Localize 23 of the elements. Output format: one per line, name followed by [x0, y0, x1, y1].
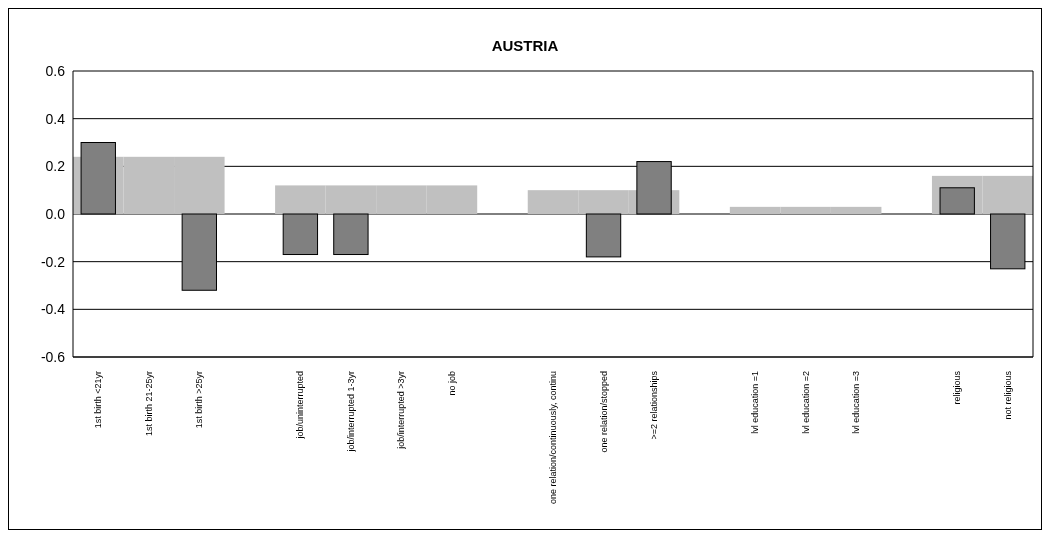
chart-title: AUSTRIA: [490, 37, 560, 54]
x-tick-label: job/uninterrupted: [295, 371, 306, 440]
x-tick-label: lvl education =3: [851, 371, 862, 434]
y-tick-label: 0.6: [45, 62, 66, 79]
x-tick-label: lvl education =2: [800, 371, 811, 434]
x-tick-label: no job: [446, 371, 457, 396]
x-tick-label: job/interrupted 1-3yr: [345, 371, 356, 453]
y-tick-label: 0.2: [45, 158, 66, 175]
x-tick-label: 1st birth 21-25yr: [143, 371, 154, 437]
x-tick-label: 1st birth >25yr: [194, 371, 205, 429]
x-tick-label: not religious: [1002, 370, 1013, 420]
x-tick-label: religious: [952, 370, 963, 405]
x-tick-label: one relation/continuously, continu: [548, 371, 558, 504]
x-tick-label: lvl education =1: [750, 371, 761, 434]
y-tick-label: -0.6: [40, 348, 66, 365]
y-tick-label: -0.4: [40, 301, 66, 318]
x-tick-label: one relation/stopped: [598, 371, 609, 453]
x-tick-label: 1st birth <21yr: [93, 371, 104, 429]
x-tick-label: >=2 relationships: [649, 370, 660, 440]
y-tick-label: -0.2: [40, 253, 66, 270]
y-tick-label: 0.4: [45, 110, 66, 127]
y-tick-label: 0.0: [45, 205, 66, 222]
x-tick-label: job/interrupted >3yr: [396, 371, 407, 450]
